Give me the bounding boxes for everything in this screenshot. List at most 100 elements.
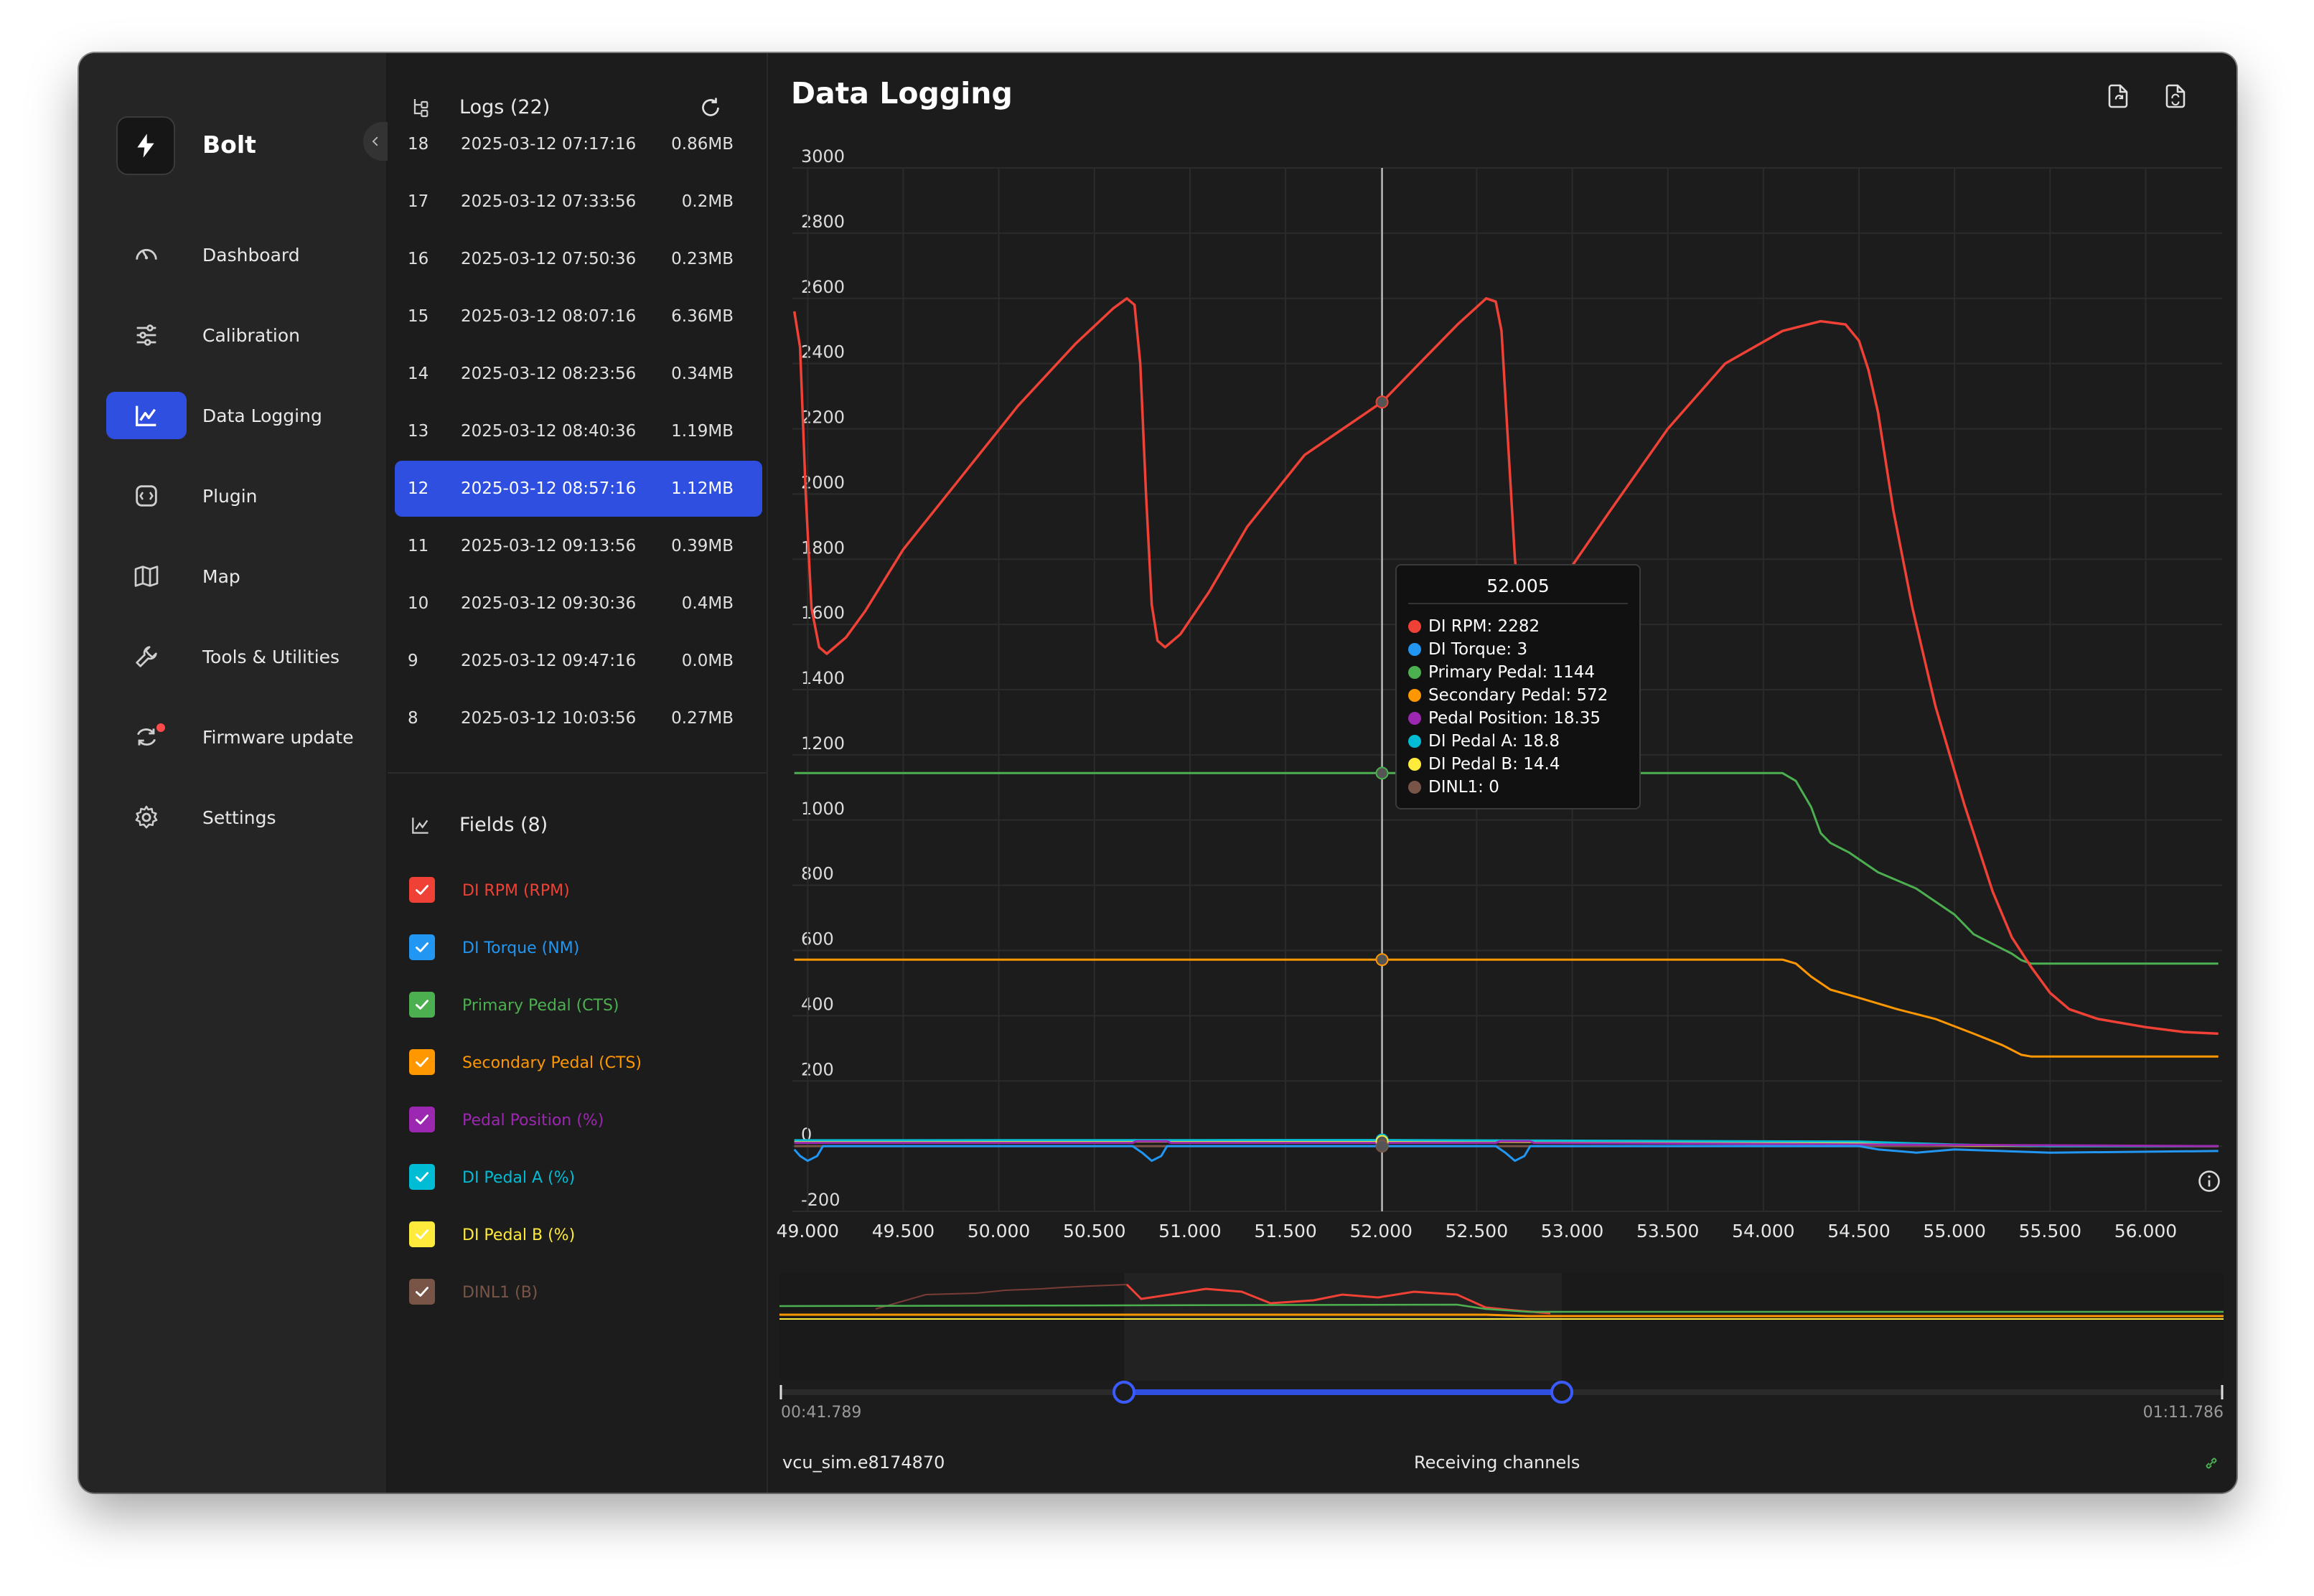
nav-firmware-update[interactable]: Firmware update bbox=[106, 713, 357, 761]
logs-header: Logs (22) bbox=[388, 85, 767, 128]
log-row[interactable]: 18 2025-03-12 07:17:16 0.86MB bbox=[395, 116, 762, 172]
log-id: 15 bbox=[408, 307, 429, 326]
overview-secondary-pedal bbox=[779, 1313, 2224, 1318]
field-checkbox[interactable] bbox=[409, 934, 435, 960]
field-row[interactable]: Primary Pedal (CTS) bbox=[409, 992, 746, 1020]
field-label: Pedal Position (%) bbox=[462, 1112, 604, 1130]
log-row[interactable]: 12 2025-03-12 08:57:16 1.12MB bbox=[395, 461, 762, 517]
tooltip-row: DINL1: 0 bbox=[1408, 778, 1499, 799]
overview-out-of-range-right bbox=[1562, 1273, 2224, 1381]
series-line-di-rpm bbox=[792, 297, 2219, 1036]
series-line-primary-pedal bbox=[794, 771, 2219, 965]
field-checkbox[interactable] bbox=[409, 1221, 435, 1247]
field-row[interactable]: Pedal Position (%) bbox=[409, 1107, 746, 1135]
nav-settings[interactable]: Settings bbox=[106, 794, 357, 841]
field-checkbox[interactable] bbox=[409, 992, 435, 1018]
field-label: Primary Pedal (CTS) bbox=[462, 997, 619, 1015]
check-icon bbox=[416, 885, 428, 895]
check-icon bbox=[416, 1229, 428, 1239]
tooltip-value: DI RPM: 2282 bbox=[1428, 617, 1540, 636]
field-label: DI RPM (RPM) bbox=[462, 882, 570, 900]
log-date: 2025-03-12 08:23:56 bbox=[461, 365, 637, 383]
range-handle-end[interactable] bbox=[1550, 1381, 1573, 1404]
series-color-dot bbox=[1408, 781, 1421, 794]
info-icon[interactable] bbox=[2196, 1168, 2222, 1197]
field-row[interactable]: DINL1 (B) bbox=[409, 1279, 746, 1308]
field-row[interactable]: DI RPM (RPM) bbox=[409, 877, 746, 906]
series-line-di-torque bbox=[793, 1145, 2219, 1163]
range-handle-start[interactable] bbox=[1112, 1381, 1135, 1404]
nav-data-logging[interactable]: Data Logging bbox=[106, 392, 357, 439]
log-date: 2025-03-12 09:47:16 bbox=[461, 652, 637, 670]
field-label: Secondary Pedal (CTS) bbox=[462, 1054, 642, 1072]
chevron-left-icon bbox=[372, 136, 378, 146]
log-row[interactable]: 13 2025-03-12 08:40:36 1.19MB bbox=[395, 403, 762, 459]
overview-range-selector[interactable] bbox=[768, 1266, 2236, 1424]
link-icon[interactable] bbox=[2202, 1454, 2221, 1475]
log-row[interactable]: 9 2025-03-12 09:47:16 0.0MB bbox=[395, 633, 762, 689]
y-tick-label: 400 bbox=[801, 994, 834, 1014]
nav-plugin[interactable]: Plugin bbox=[106, 472, 357, 520]
log-row[interactable]: 10 2025-03-12 09:30:36 0.4MB bbox=[395, 576, 762, 632]
log-row[interactable]: 17 2025-03-12 07:33:56 0.2MB bbox=[395, 174, 762, 230]
collapse-sidebar-button[interactable] bbox=[363, 122, 388, 161]
log-id: 8 bbox=[408, 709, 418, 728]
log-row[interactable]: 16 2025-03-12 07:50:36 0.23MB bbox=[395, 231, 762, 287]
field-row[interactable]: DI Pedal A (%) bbox=[409, 1164, 746, 1193]
series-line-pedal-position bbox=[794, 1140, 2219, 1147]
nav-label: Map bbox=[202, 566, 240, 587]
log-row[interactable]: 8 2025-03-12 10:03:56 0.27MB bbox=[395, 690, 762, 746]
map-icon bbox=[106, 553, 187, 600]
log-date: 2025-03-12 10:03:56 bbox=[461, 709, 637, 728]
log-size: 1.19MB bbox=[671, 422, 734, 441]
import-file-button[interactable] bbox=[2160, 79, 2191, 113]
field-checkbox[interactable] bbox=[409, 877, 435, 903]
check-icon bbox=[416, 1000, 428, 1010]
field-row[interactable]: DI Pedal B (%) bbox=[409, 1221, 746, 1250]
field-label: DINL1 (B) bbox=[462, 1284, 538, 1302]
log-row[interactable]: 15 2025-03-12 08:07:16 6.36MB bbox=[395, 288, 762, 344]
tree-list-icon bbox=[409, 96, 432, 122]
log-id: 11 bbox=[408, 537, 429, 555]
log-size: 0.23MB bbox=[671, 250, 734, 268]
nav-label: Settings bbox=[202, 807, 276, 828]
field-checkbox[interactable] bbox=[409, 1164, 435, 1190]
wrench-icon bbox=[106, 633, 187, 680]
app-logo bbox=[116, 116, 175, 175]
log-row[interactable]: 14 2025-03-12 08:23:56 0.34MB bbox=[395, 346, 762, 402]
check-icon bbox=[416, 1114, 428, 1125]
x-tick-label: 54.000 bbox=[1732, 1221, 1794, 1241]
tooltip-row: DI RPM: 2282 bbox=[1408, 617, 1540, 639]
fields-header: Fields (8) bbox=[388, 802, 767, 845]
log-size: 0.86MB bbox=[671, 135, 734, 154]
log-date: 2025-03-12 07:17:16 bbox=[461, 135, 637, 154]
nav-map[interactable]: Map bbox=[106, 553, 357, 600]
field-checkbox[interactable] bbox=[409, 1279, 435, 1305]
tooltip-row: Secondary Pedal: 572 bbox=[1408, 686, 1608, 708]
field-row[interactable]: DI Torque (NM) bbox=[409, 934, 746, 963]
log-size: 0.34MB bbox=[671, 365, 734, 383]
log-size: 0.2MB bbox=[681, 192, 734, 211]
nav-tools-utilities[interactable]: Tools & Utilities bbox=[106, 633, 357, 680]
log-id: 14 bbox=[408, 365, 429, 383]
refresh-icon[interactable] bbox=[698, 95, 723, 123]
range-start-time: 00:41.789 bbox=[781, 1404, 862, 1422]
refresh-cycle-icon bbox=[106, 713, 187, 761]
logs-panel: Logs (22) 18 2025-03-12 07:17:16 0.86MB 17 2… bbox=[388, 53, 768, 1493]
field-checkbox[interactable] bbox=[409, 1049, 435, 1075]
x-tick-label: 50.000 bbox=[968, 1221, 1030, 1241]
log-size: 1.12MB bbox=[671, 479, 734, 498]
field-checkbox[interactable] bbox=[409, 1107, 435, 1132]
file-sync-icon bbox=[2165, 84, 2186, 108]
tooltip-value: DINL1: 0 bbox=[1428, 778, 1499, 797]
nav-calibration[interactable]: Calibration bbox=[106, 311, 357, 359]
export-file-button[interactable] bbox=[2103, 79, 2133, 113]
log-row[interactable]: 11 2025-03-12 09:13:56 0.39MB bbox=[395, 518, 762, 574]
x-tick-label: 50.500 bbox=[1063, 1221, 1125, 1241]
data-log-chart[interactable]: 3000280026002400220020001800160014001200… bbox=[768, 53, 2236, 1244]
nav-dashboard[interactable]: Dashboard bbox=[106, 231, 357, 278]
log-size: 0.39MB bbox=[671, 537, 734, 555]
overview-out-of-range-left bbox=[779, 1273, 1124, 1381]
status-text: Receiving channels bbox=[1414, 1452, 1580, 1473]
field-row[interactable]: Secondary Pedal (CTS) bbox=[409, 1049, 746, 1078]
